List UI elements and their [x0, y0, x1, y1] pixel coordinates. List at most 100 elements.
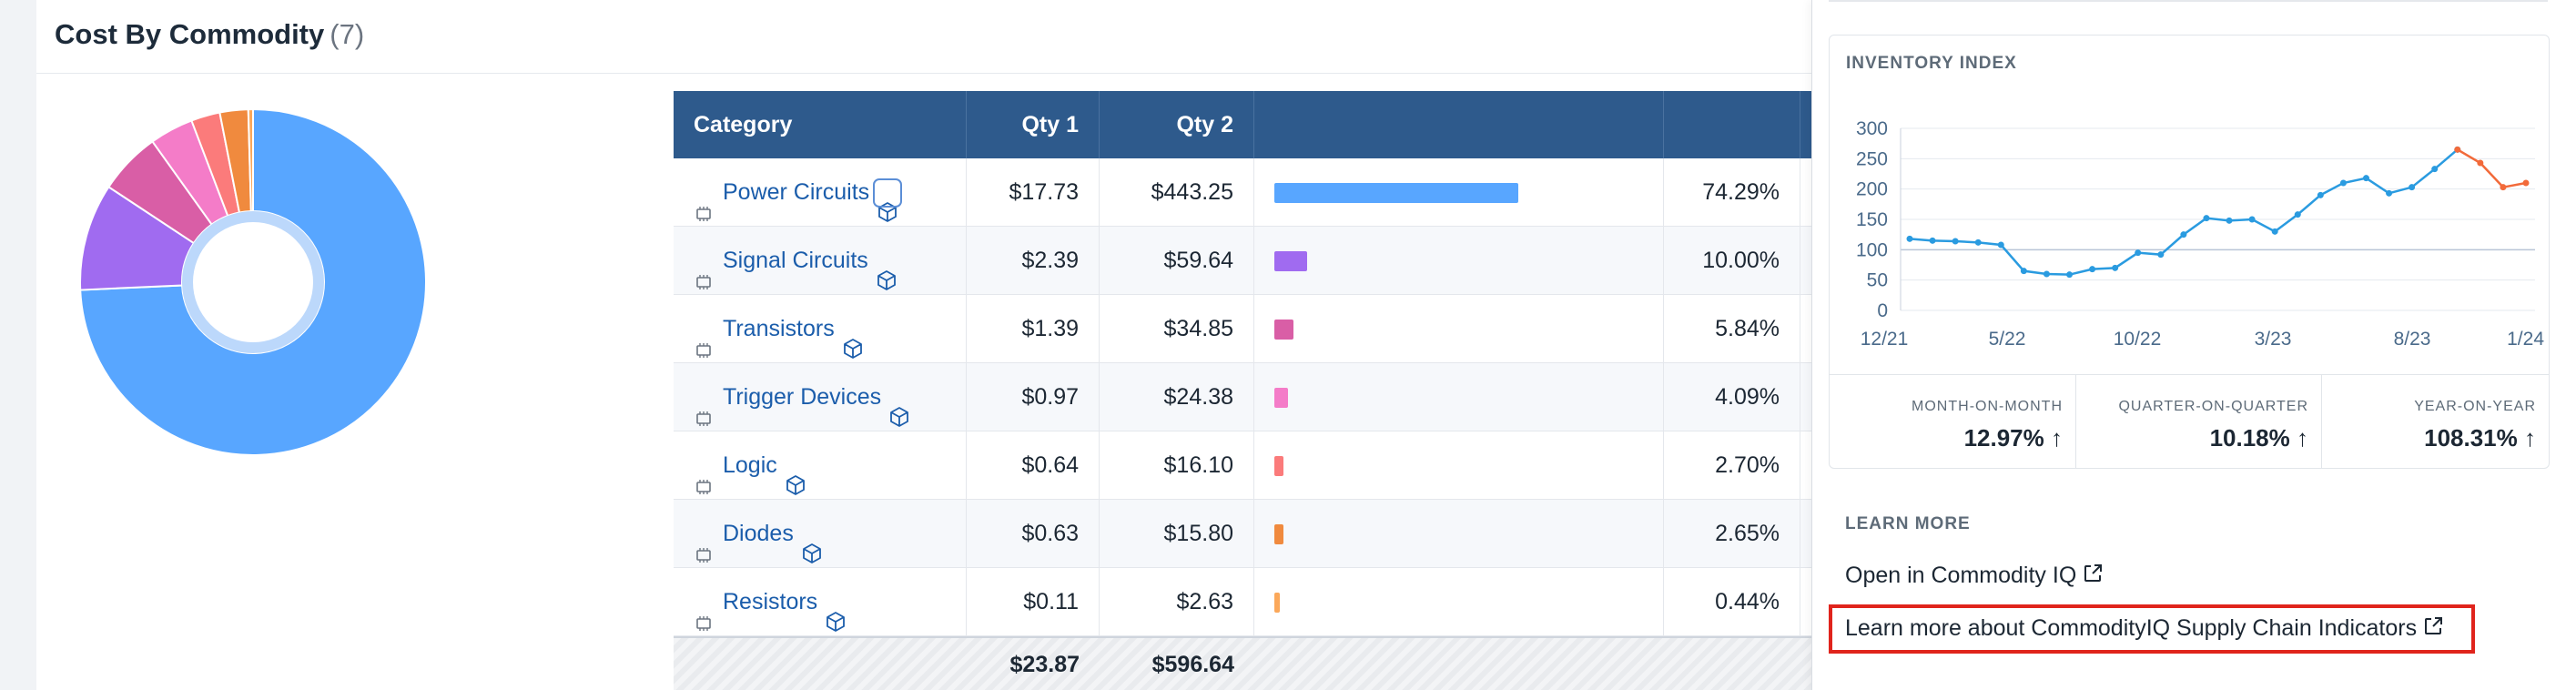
index-data-point[interactable]: [2271, 228, 2278, 235]
x-tick-label: 1/24: [2507, 329, 2544, 350]
cell-category: Trigger Devices: [674, 363, 967, 431]
index-data-point[interactable]: [2157, 251, 2165, 259]
metric-month-on-month: MONTH-ON-MONTH 12.97% ↑: [1830, 375, 2075, 469]
cube-icon[interactable]: [873, 178, 903, 223]
cube-icon[interactable]: [842, 319, 864, 360]
index-data-point[interactable]: [2135, 249, 2142, 257]
index-data-point[interactable]: [2020, 268, 2027, 275]
index-data-point[interactable]: [2112, 264, 2119, 271]
index-data-point[interactable]: [2226, 217, 2233, 224]
index-data-point[interactable]: [2431, 166, 2439, 173]
cube-icon[interactable]: [825, 592, 847, 633]
y-tick-label: 50: [1867, 270, 1888, 291]
cell-qty1: $2.39: [967, 227, 1100, 294]
metric-label: YEAR-ON-YEAR: [2414, 399, 2536, 414]
index-data-point[interactable]: [2089, 266, 2096, 273]
index-data-point[interactable]: [2203, 215, 2210, 222]
total-qty1: $23.87: [1009, 652, 1080, 677]
index-data-point[interactable]: [1929, 237, 1936, 244]
cell-category: Transistors: [674, 295, 967, 362]
index-data-point[interactable]: [2294, 211, 2301, 218]
index-data-point[interactable]: [2066, 271, 2074, 279]
cube-icon[interactable]: [888, 387, 910, 428]
metric-value: 12.97% ↑: [1963, 424, 2063, 452]
commodity-table: Category Qty 1 Qty 2 Power Circuits $17.7…: [674, 91, 1848, 690]
table-header: Category Qty 1 Qty 2: [674, 91, 1848, 158]
index-data-point[interactable]: [2409, 184, 2416, 191]
share-bar: [1274, 320, 1294, 340]
index-data-point[interactable]: [1906, 235, 1913, 242]
header-qty1[interactable]: Qty 1: [967, 91, 1100, 158]
cell-category: Resistors: [674, 568, 967, 635]
index-data-point[interactable]: [1997, 241, 2004, 249]
header-category[interactable]: Category: [674, 91, 967, 158]
panel-top-divider: [1829, 0, 2548, 2]
category-link[interactable]: Trigger Devices: [723, 384, 882, 410]
cell-pct: 0.44%: [1664, 568, 1800, 635]
cell-qty2: $443.25: [1100, 158, 1254, 226]
commodity-donut-chart: [79, 107, 427, 456]
table-total-row: $23.87 $596.64: [674, 636, 1848, 690]
ic-chip-icon: [694, 251, 714, 290]
trigger-device-icon: [694, 388, 714, 427]
diode-icon: [694, 524, 714, 563]
inventory-index-chart: 300 250 200 150 100 50 0 12/21 5/22 10/22 3/23 8/23…: [1856, 118, 2544, 350]
ic-chip-icon: [694, 183, 714, 222]
transistor-icon: [694, 320, 714, 359]
category-link[interactable]: Power Circuits: [723, 179, 870, 205]
category-link[interactable]: Resistors: [723, 589, 818, 614]
index-data-point[interactable]: [1974, 238, 1982, 246]
cell-qty1: $0.11: [967, 568, 1100, 635]
arrow-up-icon: ↑: [2051, 424, 2063, 452]
table-row: Power Circuits $17.73 $443.25 74.29%: [674, 158, 1848, 227]
y-tick-label: 150: [1856, 209, 1888, 230]
index-data-point[interactable]: [2317, 191, 2324, 198]
share-bar: [1274, 183, 1518, 203]
index-data-point[interactable]: [1952, 238, 1959, 245]
index-data-point[interactable]: [2454, 146, 2461, 153]
share-bar: [1274, 593, 1280, 613]
x-tick-label: 10/22: [2114, 329, 2162, 350]
cell-bar: [1254, 227, 1664, 294]
card-title: Cost By Commodity (7): [55, 18, 364, 51]
category-link[interactable]: Diodes: [723, 521, 794, 546]
category-link[interactable]: Transistors: [723, 316, 835, 341]
card-title-text: Cost By Commodity: [55, 18, 325, 50]
index-data-point[interactable]: [2477, 159, 2484, 167]
share-bar: [1274, 456, 1283, 476]
arrow-up-icon: ↑: [2297, 424, 2308, 452]
open-in-commodity-iq-link[interactable]: Open in Commodity IQ: [1845, 563, 2104, 589]
table-row: Transistors $1.39 $34.85 5.84%: [674, 295, 1848, 363]
index-data-point[interactable]: [2180, 231, 2187, 238]
resistor-icon: [694, 593, 714, 632]
cube-icon[interactable]: [801, 523, 823, 564]
cell-bar: [1254, 431, 1664, 499]
cell-qty2: $16.10: [1100, 431, 1254, 499]
learn-more-supply-chain-link[interactable]: Learn more about CommodityIQ Supply Chai…: [1845, 615, 2444, 642]
index-data-point[interactable]: [2386, 189, 2393, 197]
index-data-point[interactable]: [2248, 216, 2256, 223]
cell-category: Diodes: [674, 500, 967, 567]
index-data-point[interactable]: [2339, 179, 2347, 187]
index-data-point[interactable]: [2500, 184, 2507, 191]
inventory-index-card: INVENTORY INDEX 300 250 200 150 100 50 0 12/21 5…: [1829, 35, 2550, 469]
cell-qty1: $17.73: [967, 158, 1100, 226]
cube-icon[interactable]: [785, 455, 806, 496]
total-qty2: $596.64: [1151, 652, 1234, 677]
category-link[interactable]: Signal Circuits: [723, 248, 868, 273]
index-data-point[interactable]: [2522, 179, 2530, 187]
metric-quarter-on-quarter: QUARTER-ON-QUARTER 10.18% ↑: [2075, 375, 2321, 469]
table-row: Logic $0.64 $16.10 2.70%: [674, 431, 1848, 500]
index-data-point[interactable]: [2043, 270, 2050, 278]
x-tick-label: 12/21: [1861, 329, 1909, 350]
cell-qty1: $0.97: [967, 363, 1100, 431]
cell-qty2: $34.85: [1100, 295, 1254, 362]
cube-icon[interactable]: [876, 250, 898, 291]
external-link-icon: [2425, 617, 2443, 634]
header-qty2[interactable]: Qty 2: [1100, 91, 1254, 158]
y-tick-label: 200: [1856, 179, 1888, 200]
cell-category: Power Circuits: [674, 158, 967, 226]
cell-pct: 74.29%: [1664, 158, 1800, 226]
category-link[interactable]: Logic: [723, 452, 777, 478]
index-data-point[interactable]: [2362, 175, 2369, 182]
